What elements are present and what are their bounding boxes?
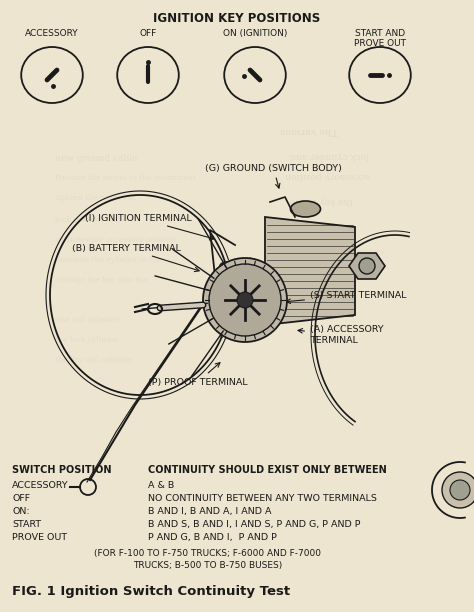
Text: lock cylinder and: lock cylinder and	[55, 216, 120, 224]
Text: Position the swivel to the instrument: Position the swivel to the instrument	[55, 174, 196, 182]
Text: into the: into the	[285, 220, 321, 230]
Text: test coil cylinder: test coil cylinder	[55, 316, 119, 324]
Text: (S) START TERMINAL: (S) START TERMINAL	[286, 291, 407, 304]
Text: (I) IGNITION TERMINAL: (I) IGNITION TERMINAL	[85, 214, 214, 240]
Circle shape	[359, 258, 375, 274]
Text: the lock cylinder: the lock cylinder	[55, 336, 119, 344]
Text: The various: The various	[280, 125, 338, 135]
Polygon shape	[349, 253, 385, 279]
Text: (A) ACCESSORY
TERMINAL: (A) ACCESSORY TERMINAL	[298, 326, 383, 345]
Text: (B) BATTERY TERMINAL: (B) BATTERY TERMINAL	[72, 244, 199, 272]
Text: (P) PROOF TERMINAL: (P) PROOF TERMINAL	[148, 363, 247, 387]
Text: START AND
PROVE OUT: START AND PROVE OUT	[354, 29, 406, 48]
Polygon shape	[265, 217, 355, 325]
Text: ground cable: ground cable	[280, 271, 340, 280]
Text: tighten the bezel nut: tighten the bezel nut	[55, 194, 136, 202]
Text: PROVE OUT: PROVE OUT	[12, 533, 67, 542]
Text: B AND S, B AND I, I AND S, P AND G, P AND P: B AND S, B AND I, I AND S, P AND G, P AN…	[148, 520, 361, 529]
Text: (G) GROUND (SWITCH BODY): (G) GROUND (SWITCH BODY)	[205, 163, 342, 188]
Text: ON:: ON:	[12, 507, 30, 516]
Text: check the operation of: check the operation of	[280, 245, 383, 255]
Text: ACCESSORY: ACCESSORY	[25, 29, 79, 38]
Text: Simulate the cylinder in the: Simulate the cylinder in the	[55, 256, 162, 264]
Ellipse shape	[291, 201, 320, 217]
Text: the key coil cylinder: the key coil cylinder	[55, 356, 132, 364]
Text: ON (IGNITION): ON (IGNITION)	[223, 29, 287, 38]
Text: IGNITION KEY POSITIONS: IGNITION KEY POSITIONS	[154, 12, 320, 25]
Text: NO CONTINUITY BETWEEN ANY TWO TERMINALS: NO CONTINUITY BETWEEN ANY TWO TERMINALS	[148, 494, 377, 503]
Circle shape	[442, 472, 474, 508]
Text: P AND G, B AND I,  P AND P: P AND G, B AND I, P AND P	[148, 533, 277, 542]
Text: SWITCH POSITION: SWITCH POSITION	[12, 465, 111, 475]
Text: CONTINUITY SHOULD EXIST ONLY BETWEEN: CONTINUITY SHOULD EXIST ONLY BETWEEN	[148, 465, 387, 475]
Text: the operation: the operation	[285, 296, 347, 305]
Text: FIG. 1 Ignition Switch Continuity Test: FIG. 1 Ignition Switch Continuity Test	[12, 585, 290, 598]
Text: OFF: OFF	[12, 494, 30, 503]
Text: (FOR F-100 TO F-750 TRUCKS; F-6000 AND F-7000: (FOR F-100 TO F-750 TRUCKS; F-6000 AND F…	[94, 549, 321, 558]
Text: lock cylinder and: lock cylinder and	[290, 151, 369, 160]
Text: START: START	[12, 520, 41, 529]
Text: B AND I, B AND A, I AND A: B AND I, B AND A, I AND A	[148, 507, 272, 516]
Circle shape	[237, 292, 253, 308]
Text: ACCESSORY: ACCESSORY	[12, 481, 69, 490]
Text: OFF: OFF	[139, 29, 156, 38]
Text: TRUCKS; B-500 TO B-750 BUSES): TRUCKS; B-500 TO B-750 BUSES)	[133, 561, 283, 570]
Circle shape	[209, 264, 281, 336]
Text: in Statewide accessory position: in Statewide accessory position	[55, 236, 176, 244]
Circle shape	[203, 258, 287, 342]
Text: new ground cable: new ground cable	[55, 154, 137, 163]
Text: arrange the key into the: arrange the key into the	[55, 276, 148, 284]
Text: accessory position: accessory position	[285, 171, 370, 179]
Text: A & B: A & B	[148, 481, 174, 490]
Circle shape	[450, 480, 470, 500]
Text: the key in the: the key in the	[290, 195, 353, 204]
